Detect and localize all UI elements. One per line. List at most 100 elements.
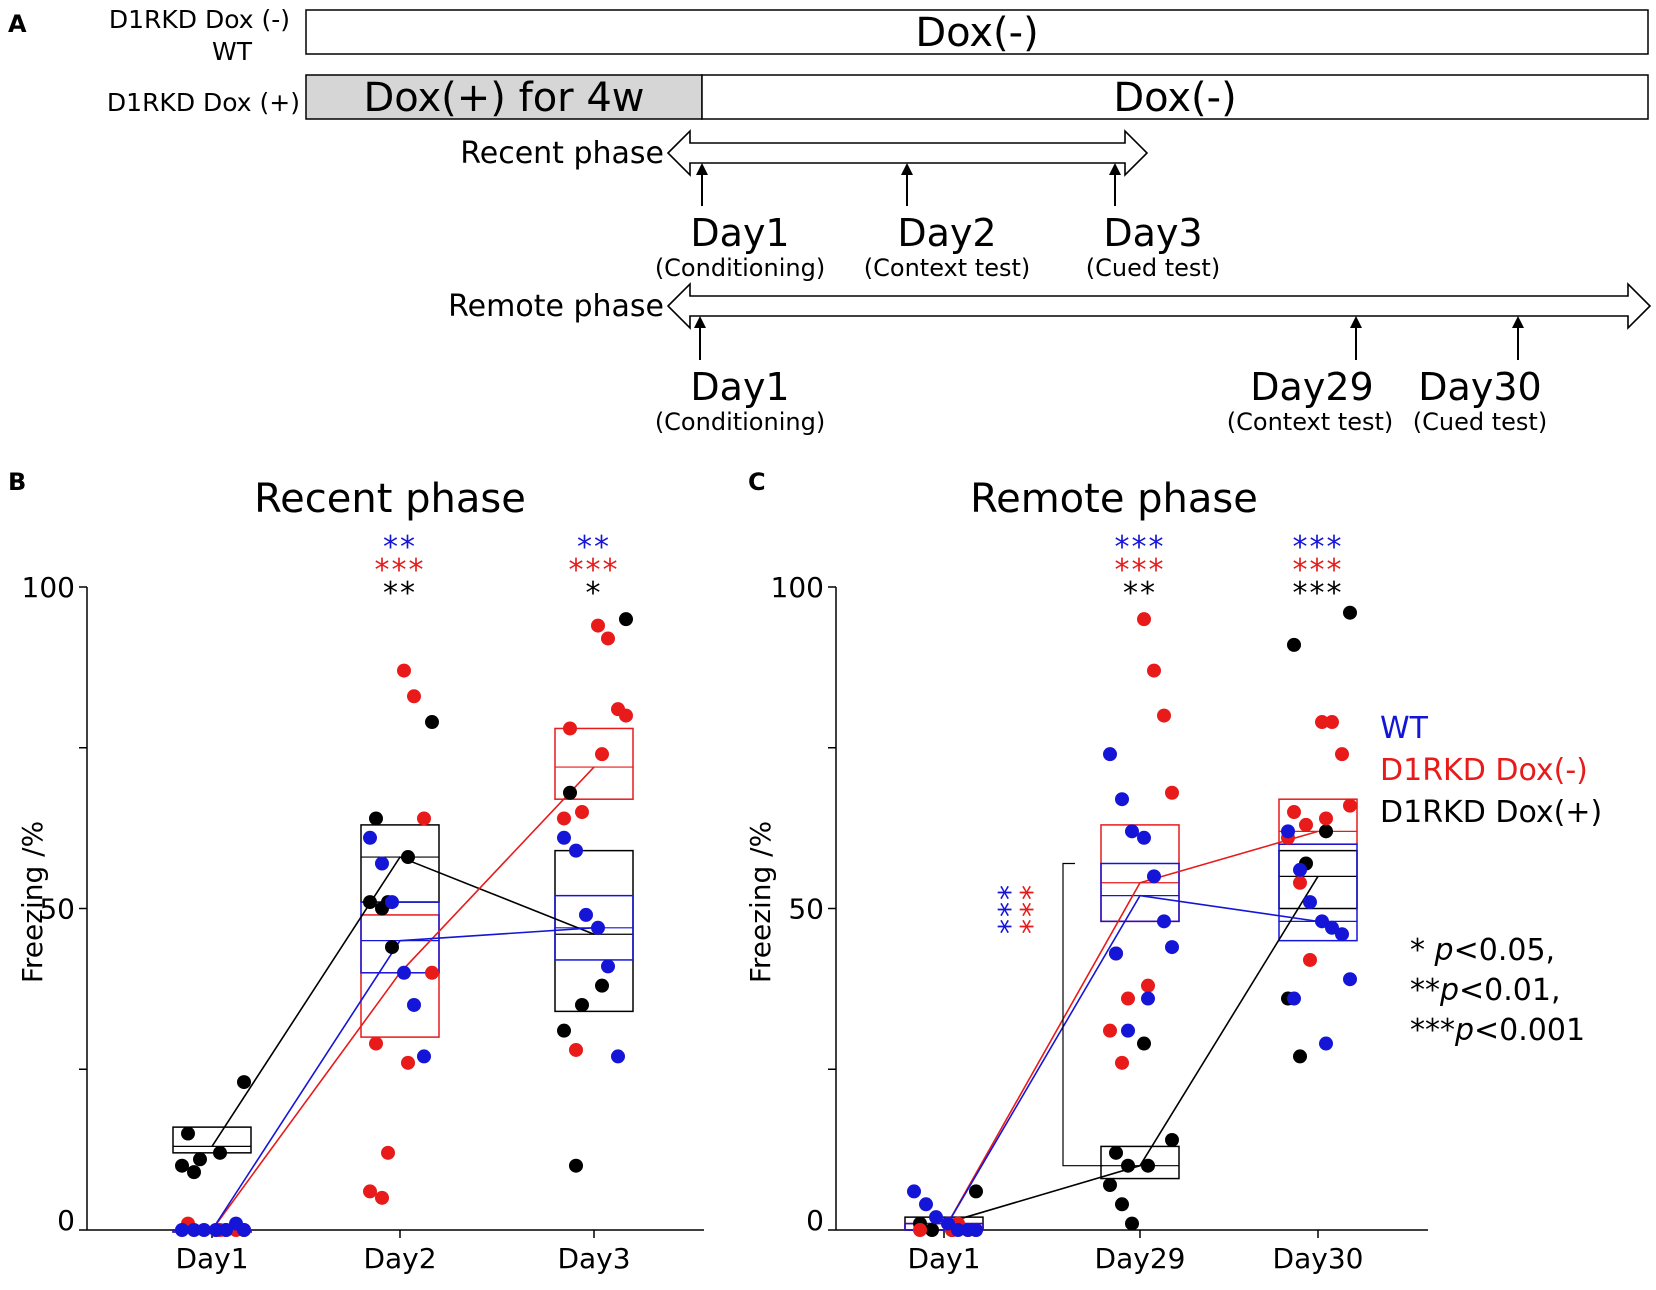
recent-day1-label: Day1 [690,211,789,255]
recent-day3-label: Day3 [1103,211,1202,255]
median-line-d1rkd-dox- [211,766,595,1231]
median-line-d1rkd-dox- [943,830,1319,1231]
data-point [1115,1197,1129,1212]
y-tick-label: 50 [39,893,75,926]
panel-a-letter: A [8,10,27,38]
data-point [925,1223,939,1237]
pvalue-note-1: * p<0.05, [1410,933,1555,968]
data-point [619,708,633,723]
row1-label-line2: WT [212,37,253,66]
bracket-stars: *** [993,883,1028,934]
data-point [1343,798,1357,813]
data-point [1137,612,1151,627]
data-point [237,1075,251,1090]
data-point [375,856,389,871]
data-point [563,721,577,736]
legend-dox-plus: D1RKD Dox(+) [1380,795,1602,830]
legend: WT D1RKD Dox(-) D1RKD Dox(+) [1380,711,1602,830]
data-point [1293,875,1307,890]
data-point [913,1223,927,1237]
box-d1rkd-dox- [360,914,440,1038]
data-point [1121,1023,1135,1038]
y-tick-label: 0 [57,1204,75,1237]
recent-day3-sub: (Cued test) [1086,254,1220,282]
data-point [417,1049,431,1064]
box-d1rkd-dox- [1278,849,1358,910]
data-point [1293,862,1307,877]
data-point [1141,1158,1155,1173]
data-point [601,959,615,974]
remote-day30-sub: (Cued test) [1413,408,1547,436]
remote-day1-label: Day1 [690,365,789,409]
x-tick-label: Day2 [363,1242,436,1275]
significance-stars: ** [1123,576,1157,611]
significance-stars: ** [383,576,417,611]
significance-stars: ** [577,530,611,565]
data-point [557,830,571,845]
data-point [407,997,421,1012]
panel-b-letter: B [8,468,26,496]
data-point [951,1223,965,1237]
data-point [1147,869,1161,884]
box-wt [360,901,440,974]
row1-bar [305,9,1649,55]
data-point [601,631,615,646]
data-point [1343,605,1357,620]
data-point [941,1216,955,1231]
chart-b-ylabel: Freezing /% [16,821,49,983]
data-point [1335,927,1349,942]
significance-stars: *** [1115,530,1166,565]
panel-b: B Recent phase Freezing /% 0 50 100 Day1 Day… [8,468,704,1275]
data-point [569,843,583,858]
data-point [595,747,609,762]
data-point [1325,715,1339,730]
data-point [1103,747,1117,762]
data-point [1287,991,1301,1006]
data-point [575,997,589,1012]
remote-day29-sub: (Context test) [1227,408,1393,436]
data-point [369,1036,383,1051]
data-point [181,1126,195,1141]
median-line-d1rkd-dox- [211,856,595,1147]
pvalue-note-2: **p<0.01, [1410,973,1561,1008]
recent-day2-label: Day2 [897,211,996,255]
data-point [595,978,609,993]
data-point [1165,785,1179,800]
data-point [1137,1036,1151,1051]
data-point [1335,747,1349,762]
median-line-wt [211,926,595,1231]
data-point [1165,1132,1179,1147]
box-wt [1278,843,1358,942]
data-point [385,895,399,910]
data-point [1121,991,1135,1006]
data-point [175,1158,189,1173]
legend-dox-minus: D1RKD Dox(-) [1380,753,1588,788]
data-point [1147,663,1161,678]
data-point [375,901,389,916]
row2-gray-bar [305,74,703,120]
data-point [407,689,421,704]
data-point [219,1223,233,1237]
significance-stars: *** [1293,553,1344,588]
data-point [375,1190,389,1205]
data-point [187,1165,201,1180]
significance-stars: *** [1293,576,1344,611]
data-point [209,1223,223,1237]
box-d1rkd-dox- [1100,1145,1180,1180]
data-point [397,663,411,678]
data-point [381,1145,395,1160]
remote-day1-marker: Day1 (Conditioning) [655,316,825,436]
median-line-wt [943,894,1319,1231]
y-tick-label: 100 [22,571,75,604]
data-point [1303,952,1317,967]
data-point [579,907,593,922]
x-tick-label: Day30 [1273,1242,1364,1275]
data-point [425,965,439,980]
data-point [919,1197,933,1212]
data-point [187,1223,201,1237]
significance-stars: ** [383,530,417,565]
significance-stars: *** [569,553,620,588]
panel-c-letter: C [748,468,766,496]
